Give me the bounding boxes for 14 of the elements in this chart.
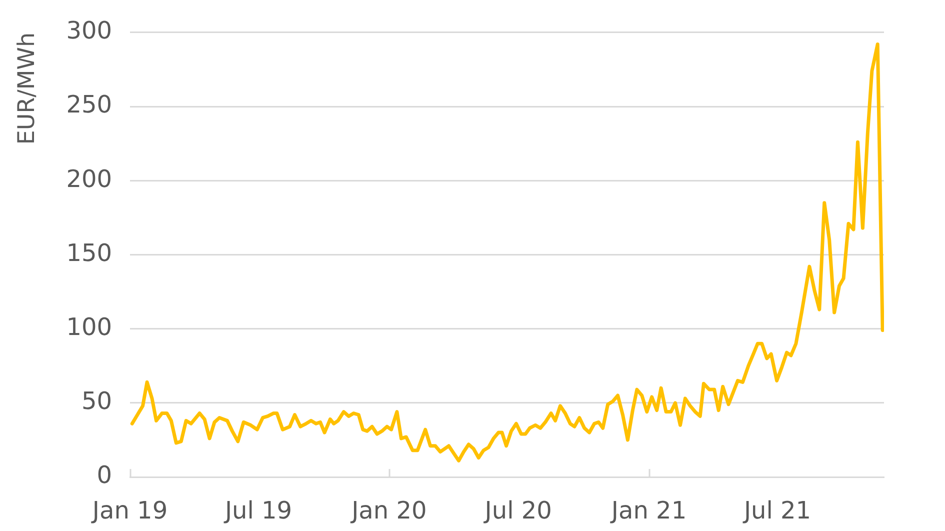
y-tick-label: 0 bbox=[96, 461, 112, 490]
x-tick-label: Jul 20 bbox=[482, 496, 552, 525]
y-tick-label: 50 bbox=[81, 387, 112, 416]
y-tick-label: 150 bbox=[66, 238, 112, 267]
y-tick-label: 100 bbox=[66, 313, 112, 342]
x-tick-label: Jan 20 bbox=[350, 496, 427, 525]
x-tick-label: Jan 21 bbox=[609, 496, 687, 525]
x-tick-label: Jul 21 bbox=[742, 496, 812, 525]
y-tick-label: 250 bbox=[66, 90, 112, 119]
x-tick-label: Jul 19 bbox=[222, 496, 292, 525]
y-tick-label: 200 bbox=[66, 164, 112, 193]
y-tick-label: 300 bbox=[66, 16, 112, 45]
x-tick-label: Jan 19 bbox=[90, 496, 168, 525]
y-axis-title: EUR/MWh bbox=[14, 32, 40, 145]
